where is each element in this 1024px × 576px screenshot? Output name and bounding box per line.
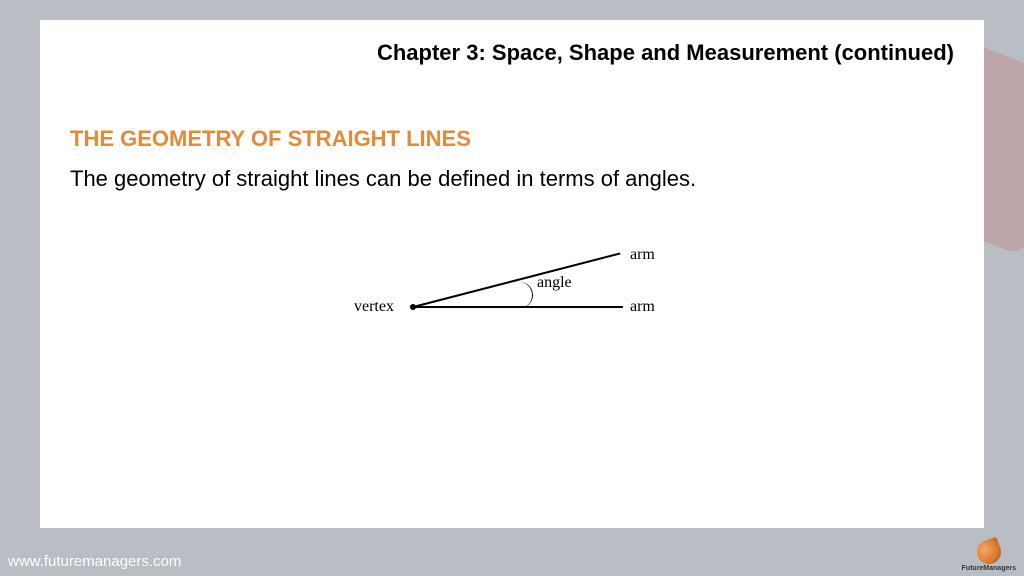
slide-content: Chapter 3: Space, Shape and Measurement … [40,20,984,528]
footer-logo: FutureManagers [962,540,1016,572]
body-text: The geometry of straight lines can be de… [70,166,954,192]
arm-lower-line [413,306,623,308]
footer-url: www.futuremanagers.com [8,553,181,570]
logo-text: FutureManagers [962,565,1016,572]
angle-diagram: vertex angle arm arm [342,242,682,352]
vertex-label: vertex [354,298,394,316]
arm-upper-line [413,252,621,307]
arm-label-lower: arm [630,298,655,316]
arm-label-upper: arm [630,246,655,264]
diagram-container: vertex angle arm arm [70,242,954,352]
section-heading: THE GEOMETRY OF STRAIGHT LINES [70,126,954,152]
logo-icon [973,537,1004,568]
chapter-title: Chapter 3: Space, Shape and Measurement … [70,40,954,66]
angle-label: angle [537,274,572,292]
